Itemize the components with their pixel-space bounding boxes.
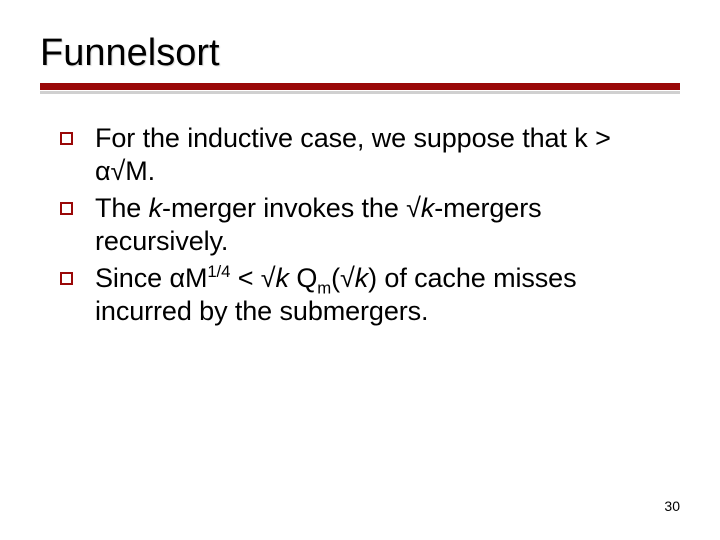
slide: Funnelsort For the inductive case, we su… bbox=[0, 0, 720, 540]
underline-shadow bbox=[40, 91, 680, 94]
page-number: 30 bbox=[664, 498, 680, 514]
slide-title: Funnelsort bbox=[40, 32, 680, 75]
bullet-text: The k-merger invokes the √k-mergers recu… bbox=[95, 192, 670, 258]
bullet-text: Since αM1/4 < √k Qm(√k) of cache misses … bbox=[95, 262, 670, 328]
square-bullet-icon bbox=[60, 202, 73, 215]
title-underline bbox=[40, 83, 680, 94]
bullet-item: Since αM1/4 < √k Qm(√k) of cache misses … bbox=[60, 262, 670, 328]
square-bullet-icon bbox=[60, 132, 73, 145]
square-bullet-icon bbox=[60, 272, 73, 285]
slide-body: For the inductive case, we suppose that … bbox=[40, 122, 680, 328]
bullet-item: For the inductive case, we suppose that … bbox=[60, 122, 670, 188]
bullet-item: The k-merger invokes the √k-mergers recu… bbox=[60, 192, 670, 258]
bullet-text: For the inductive case, we suppose that … bbox=[95, 122, 670, 188]
underline-bar bbox=[40, 83, 680, 90]
